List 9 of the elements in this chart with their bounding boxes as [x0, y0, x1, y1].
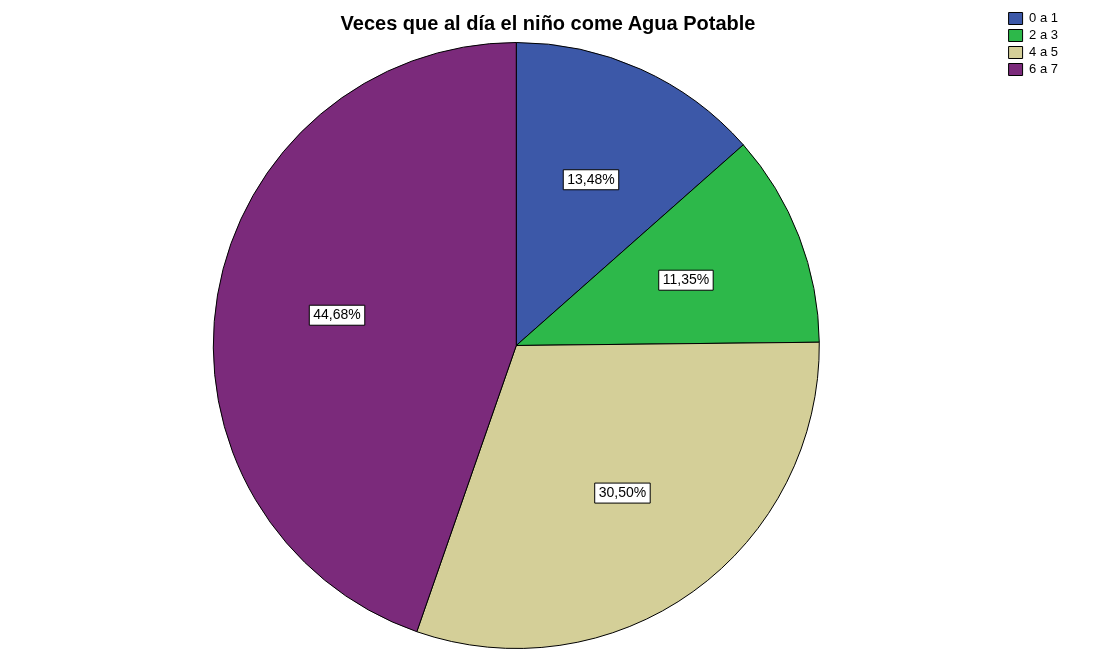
data-label: 13,48% — [567, 170, 615, 187]
legend-label: 6 a 7 — [1029, 61, 1059, 77]
legend-label: 4 a 5 — [1029, 44, 1059, 60]
data-label: 44,68% — [313, 306, 361, 323]
legend-label: 0 a 1 — [1029, 10, 1059, 26]
data-label: 30,50% — [598, 483, 647, 500]
data-label: 11,35% — [662, 271, 710, 288]
legend-label: 2 a 3 — [1029, 27, 1059, 43]
chart-title: Veces que al día el niño come Agua Potable — [340, 11, 756, 34]
